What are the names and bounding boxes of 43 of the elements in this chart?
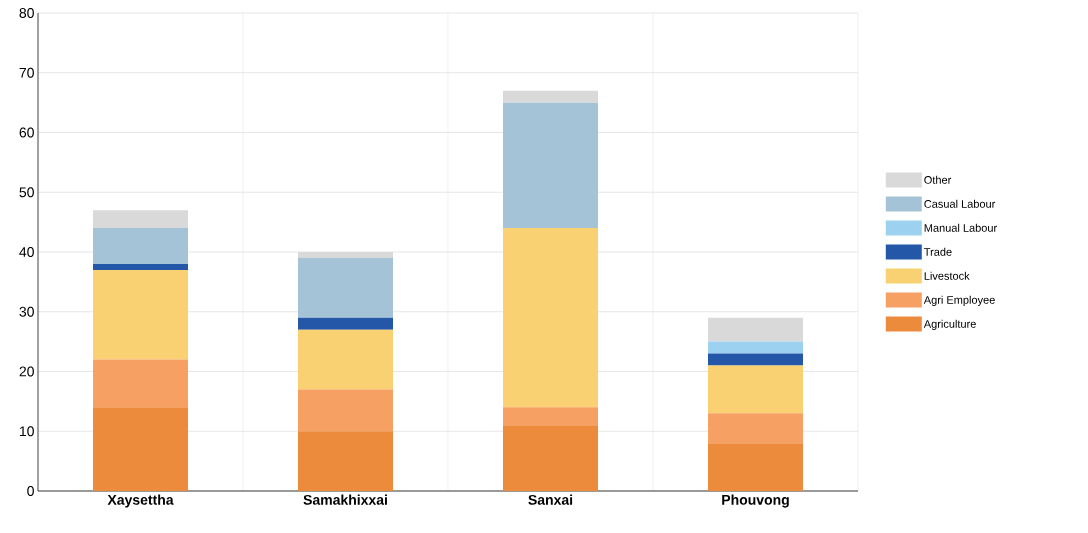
y-tick-label: 70	[19, 67, 34, 78]
bar	[298, 257, 394, 318]
y-tick-label: 0	[27, 486, 34, 496]
y-tick-label: 40	[19, 247, 34, 257]
bar	[503, 90, 598, 103]
legend-label: Agri Employee	[923, 295, 995, 306]
bar	[298, 317, 394, 330]
bar	[298, 431, 394, 491]
bar	[93, 210, 189, 229]
bar	[503, 425, 598, 491]
bar	[708, 353, 803, 366]
y-tick-label: 80	[19, 8, 34, 18]
x-tick-label: Sanxai	[528, 494, 573, 505]
legend-label: Livestock	[924, 271, 970, 280]
y-tick-label: 10	[19, 426, 34, 437]
bar	[708, 413, 803, 444]
bar	[503, 228, 598, 408]
legend-label: Other	[924, 175, 952, 184]
x-tick-label: Samakhixxai	[303, 494, 387, 505]
x-tick-label: Xaysettha	[107, 494, 174, 508]
bar	[298, 389, 394, 432]
y-tick-label: 30	[19, 306, 34, 317]
bar	[708, 317, 803, 342]
y-tick-label: 20	[19, 366, 34, 377]
bar	[503, 407, 598, 426]
bar	[298, 252, 394, 258]
bar	[708, 365, 803, 414]
bar	[708, 341, 803, 354]
bar	[93, 359, 189, 408]
bar	[503, 102, 598, 229]
bar	[708, 443, 803, 491]
bar	[93, 269, 189, 360]
bar	[93, 228, 189, 264]
legend-label: Casual Labour	[924, 199, 996, 208]
y-tick-label: 50	[19, 187, 34, 198]
legend-label: Manual Labour	[924, 223, 997, 232]
bar	[93, 263, 189, 270]
x-tick-label: Phouvong	[722, 494, 789, 508]
legend-label: Trade	[924, 247, 952, 256]
legend-label: Agriculture	[923, 319, 976, 330]
bar	[93, 407, 189, 491]
bar	[298, 329, 394, 390]
y-tick-label: 60	[19, 127, 34, 138]
